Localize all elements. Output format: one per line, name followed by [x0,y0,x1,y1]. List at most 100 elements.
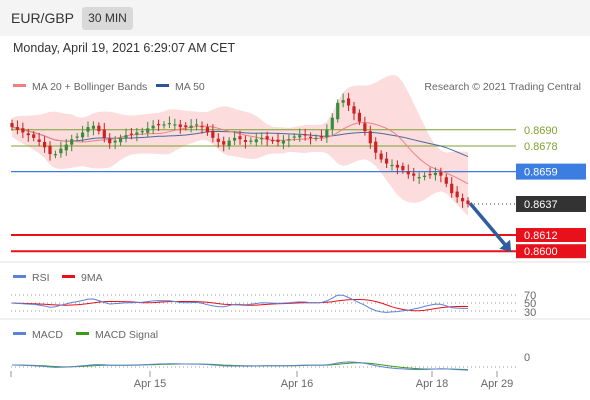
candle-body [227,140,231,147]
x-tick-apr29: Apr 29 [481,378,513,390]
candle-body [308,136,313,138]
candle-body [330,117,334,129]
candle-body [336,102,340,120]
macd-line [11,361,469,371]
candle-body [249,140,253,142]
candle-body [455,191,459,198]
candle-body [428,174,432,176]
credit-label: Research © 2021 Trading Central [424,81,581,93]
candle-body [298,135,302,138]
ma20-legend-label: MA 20 + Bollinger Bands [32,81,147,93]
rsi-ma-legend-label: 9MA [81,272,103,284]
rsi-ma-legend-swatch [62,275,75,278]
candle-body [42,141,47,148]
x-tick-apr18: Apr 18 [416,378,448,390]
candle-body [184,125,188,128]
candle-body [26,133,30,136]
macd-tick-0: 0 [524,352,530,364]
macd-signal-legend-swatch [76,332,89,335]
rsi-tick-70: 70 [524,290,536,302]
last-price-label: 0.8637 [524,199,558,211]
candle-body [200,126,204,128]
projection-arrow-head [499,239,512,252]
candle-body [173,124,177,126]
chart-datetime: Monday, April 19, 2021 6:29:07 AM CET [13,41,236,55]
candle-body [59,148,63,154]
candle-body [178,124,182,128]
candle-body [194,124,199,126]
support-level-box [516,228,586,243]
candle-body [292,136,296,138]
candle-body [417,177,421,179]
pivot-level-label: 0.8659 [524,167,558,179]
candle-body [102,129,106,138]
top-bar: EUR/GBP 30 MIN [0,0,590,36]
candle-body [113,140,117,143]
rsi-tick-50: 50 [524,298,536,310]
candle-body [346,98,351,106]
candle-body [352,106,356,114]
candle-body [156,124,161,126]
candle-body [281,140,286,144]
candle-body [10,123,14,128]
candle-body [32,134,36,138]
candle-body [243,140,248,142]
support-level-box [516,244,586,259]
rsi-tick-30: 30 [524,307,536,319]
candle-body [412,173,416,176]
candle-body [189,125,193,128]
candle-body [48,145,52,155]
candle-body [232,137,237,141]
candle-body [444,177,448,184]
candle-body [21,128,25,133]
candle-body [86,127,90,132]
support-level-label: 0.8612 [524,230,558,242]
candle-body [222,141,226,145]
candle-body [450,183,454,194]
candle-body [466,200,470,204]
candle-body [319,136,324,138]
candle-body [287,139,291,141]
candle-body [379,153,383,160]
candle-body [276,139,280,142]
pivot-level-box [516,163,586,180]
candle-body [460,198,465,202]
last-price-box [516,195,586,212]
candle-body [433,172,438,176]
timeframe-button[interactable]: 30 MIN [82,7,133,30]
candle-body [97,125,101,132]
candle-body [265,136,269,140]
candle-body [422,175,427,177]
candle-body [146,128,150,133]
rsi-legend-swatch [13,275,26,278]
candle-body [216,138,220,142]
candle-body [254,139,258,143]
candle-body [80,132,85,138]
ma50-legend-label: MA 50 [175,81,205,93]
candle-body [124,135,128,138]
candle-body [140,131,144,133]
candle-body [363,123,367,132]
candle-body [64,144,68,151]
x-tick-apr15: Apr 15 [134,378,166,390]
rsi-legend-label: RSI [32,272,50,284]
bollinger-band-area [12,75,468,216]
candle-body [368,131,372,144]
macd-signal-legend-label: MACD Signal [95,329,158,341]
candle-body [270,140,275,142]
candle-body [135,132,139,135]
candle-body [374,141,378,153]
x-tick-apr16: Apr 16 [281,378,313,390]
candle-body [238,136,242,140]
candle-body [15,127,20,130]
resistance-level-label: 0.8678 [524,141,558,153]
ma20-legend-swatch [13,84,26,87]
candle-body [395,164,400,168]
candle-body [53,154,58,156]
candle-body [314,137,318,140]
candle-body [151,125,155,129]
candle-body [439,172,443,176]
resistance-level-label: 0.8690 [524,125,558,137]
symbol-label: EUR/GBP [11,10,75,26]
